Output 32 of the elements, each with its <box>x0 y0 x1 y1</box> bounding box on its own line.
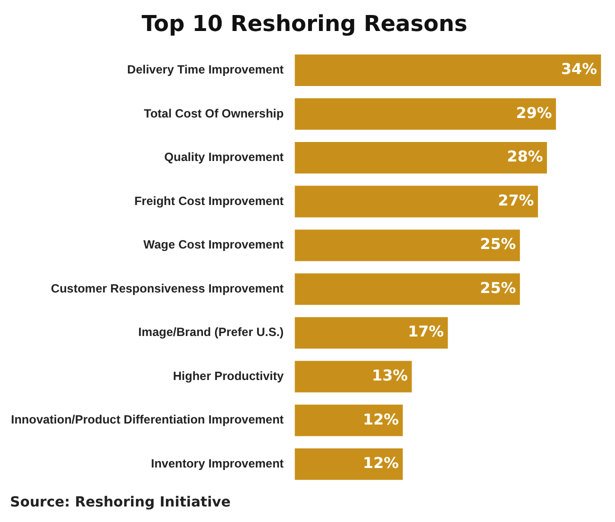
data-label: 12% <box>362 454 399 472</box>
y-tick-label: Wage Cost Improvement <box>143 238 284 252</box>
bar <box>294 360 412 392</box>
source-note: Source: Reshoring Initiative <box>10 494 231 511</box>
y-tick-label: Total Cost Of Ownership <box>144 106 284 120</box>
data-label: 25% <box>480 235 516 254</box>
y-tick-label: Innovation/Product Differentiation Improvement <box>10 412 284 427</box>
bar <box>294 98 556 130</box>
data-label: 34% <box>561 60 597 78</box>
y-tick-label: Inventory Improvement <box>150 456 284 470</box>
y-tick-label: Delivery Time Improvement <box>127 62 284 77</box>
y-tick-label: Freight Cost Improvement <box>134 194 284 208</box>
data-label: 29% <box>516 104 552 122</box>
y-tick-label: Quality Improvement <box>164 150 284 164</box>
y-tick-label: Image/Brand (Prefer U.S.) <box>138 325 284 340</box>
bar <box>294 142 547 174</box>
bar <box>294 186 538 218</box>
data-label: 13% <box>372 366 408 384</box>
bar <box>294 54 601 86</box>
data-label: 12% <box>362 410 399 428</box>
bar <box>294 273 520 305</box>
bar <box>294 317 448 349</box>
bar <box>294 230 520 262</box>
chart-title: Top 10 Reshoring Reasons <box>142 12 468 37</box>
y-tick-label: Higher Productivity <box>172 368 284 383</box>
data-label: 27% <box>498 191 534 210</box>
bar <box>294 448 403 480</box>
data-label: 25% <box>480 278 516 297</box>
y-tick-label: Customer Responsiveness Improvement <box>50 281 284 296</box>
data-label: 28% <box>507 148 543 166</box>
data-label: 17% <box>408 322 444 341</box>
bar <box>294 404 403 436</box>
